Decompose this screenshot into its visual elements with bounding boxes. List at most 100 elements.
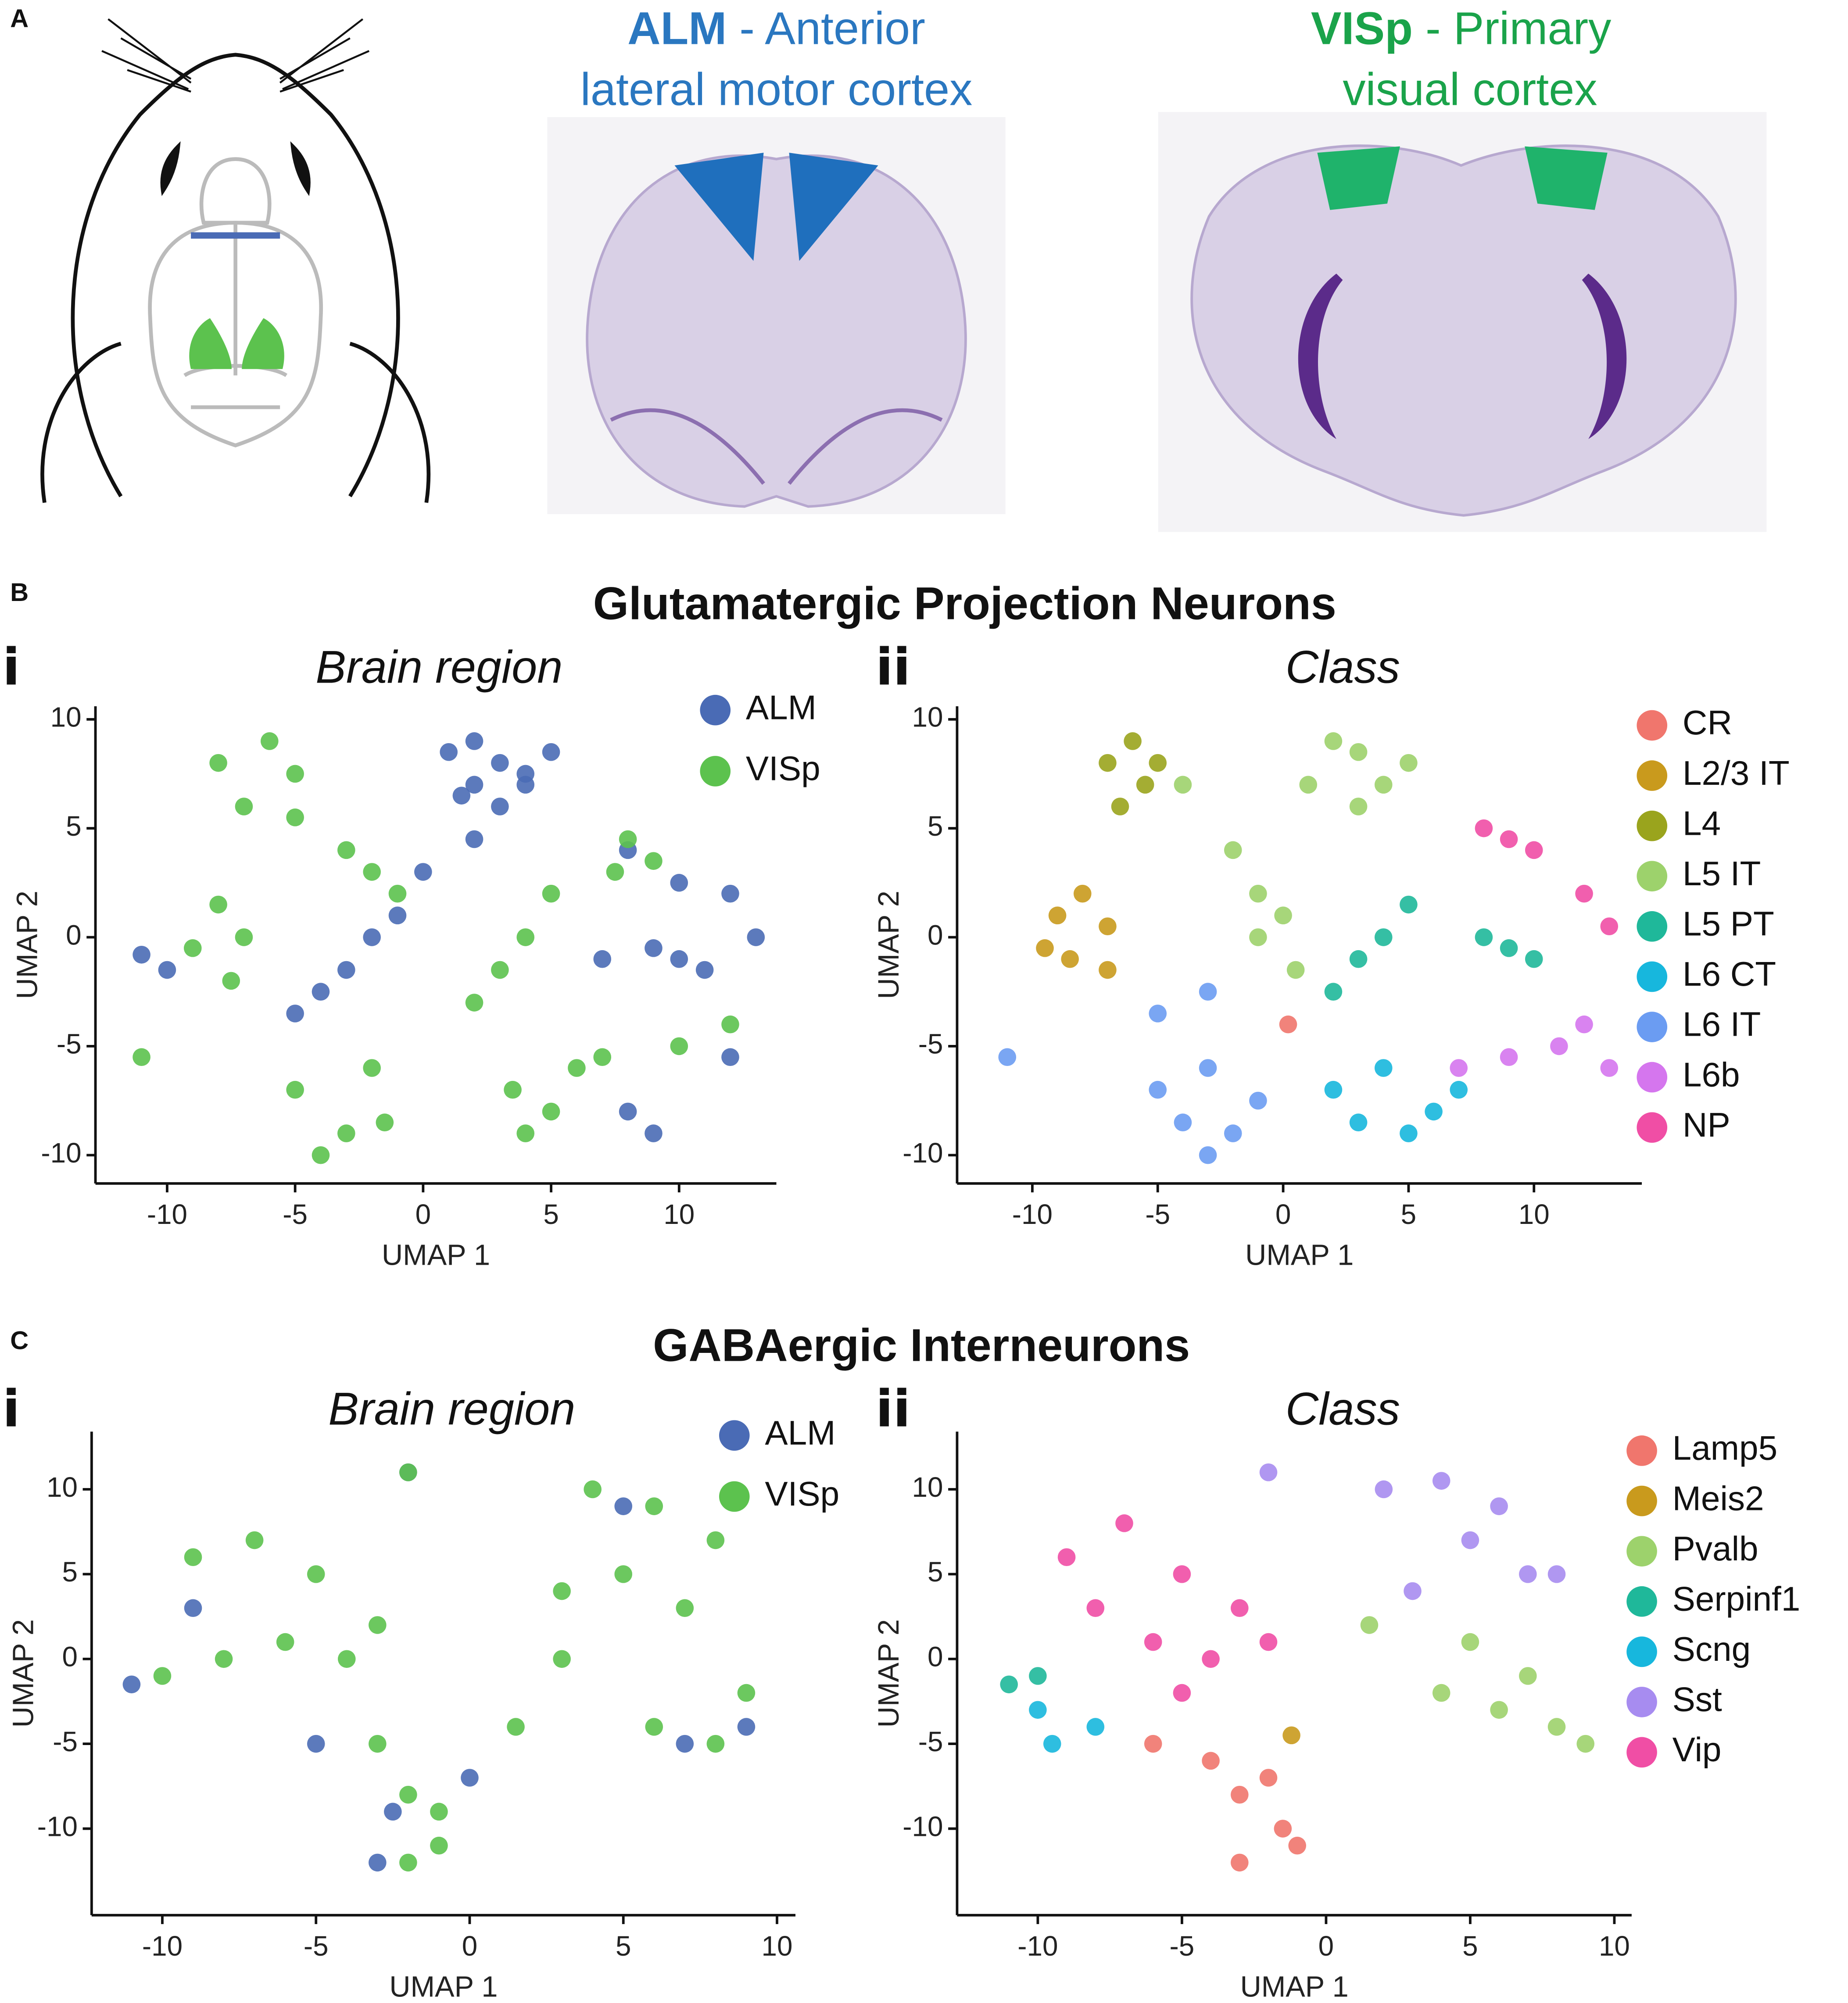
y-tick-label: 0 (928, 1641, 943, 1673)
point (695, 961, 714, 979)
x-tick-label: -10 (147, 1198, 187, 1230)
point (245, 1531, 264, 1549)
x-tick-label: -5 (283, 1198, 308, 1230)
point (414, 863, 432, 881)
y-tick-label: -5 (918, 1726, 943, 1757)
chart-title: Brain region (328, 1384, 575, 1435)
point (1288, 1836, 1307, 1855)
point (542, 1102, 560, 1121)
point (1043, 1735, 1061, 1753)
y-tick-label: 10 (47, 1471, 78, 1503)
point (1199, 1146, 1217, 1164)
point (286, 808, 304, 826)
legend-marker (1626, 1687, 1657, 1717)
visp-slice (1158, 112, 1767, 532)
legend-label: ALM (765, 1413, 835, 1452)
x-tick-label: 5 (1401, 1198, 1416, 1230)
y-tick-label: -10 (903, 1810, 943, 1842)
point (235, 798, 253, 816)
legend-label: Vip (1673, 1730, 1722, 1769)
point (312, 983, 330, 1001)
legend-label: Meis2 (1673, 1479, 1764, 1517)
legend-label: L5 PT (1683, 905, 1774, 943)
y-tick-label: 10 (50, 701, 82, 733)
point (363, 1059, 381, 1077)
point (1174, 1113, 1192, 1132)
x-tick-label: 10 (762, 1930, 793, 1962)
legend-marker (1626, 1536, 1657, 1567)
point (504, 1080, 522, 1099)
point (593, 1048, 612, 1066)
point (1259, 1463, 1278, 1481)
point (1149, 1080, 1167, 1099)
x-axis-label: UMAP 1 (389, 1971, 498, 2003)
point (307, 1565, 325, 1583)
point (1404, 1582, 1422, 1600)
point (1475, 928, 1493, 946)
y-axis-label: UMAP 2 (11, 891, 43, 999)
point (133, 945, 150, 964)
y-tick-label: -5 (57, 1028, 82, 1060)
point (312, 1146, 330, 1164)
point (645, 852, 663, 870)
point (1324, 732, 1343, 750)
subpanel-label: i (3, 638, 20, 697)
point (1299, 776, 1318, 794)
point (676, 1599, 694, 1617)
legend-marker (1637, 1112, 1668, 1143)
point (1173, 1565, 1191, 1583)
legend-marker (1626, 1586, 1657, 1617)
point (645, 1718, 663, 1736)
alm-abbrev: ALM (627, 3, 727, 54)
point (1279, 1015, 1297, 1034)
y-tick-label: -10 (41, 1137, 81, 1169)
point (1490, 1497, 1508, 1515)
chart-title: Class (1286, 641, 1400, 693)
point (1374, 776, 1393, 794)
point (1550, 1037, 1568, 1055)
legend-marker (1637, 861, 1668, 892)
point (1461, 1531, 1479, 1549)
visp-abbrev: VISp (1311, 3, 1413, 54)
point (1500, 1048, 1518, 1066)
point (553, 1650, 571, 1668)
y-tick-label: 0 (928, 919, 943, 951)
x-tick-label: 0 (1318, 1930, 1334, 1962)
point (276, 1633, 294, 1651)
visp-name: - Primary (1413, 3, 1611, 54)
legend-label: L6 CT (1683, 955, 1776, 993)
x-tick-label: 10 (1519, 1198, 1550, 1230)
point (1173, 1684, 1191, 1702)
panel-letter: B (10, 578, 29, 607)
point (491, 961, 509, 979)
point (1432, 1684, 1450, 1702)
legend-label: Pvalb (1673, 1529, 1758, 1568)
chart-title: Class (1286, 1384, 1400, 1435)
point (1282, 1726, 1300, 1745)
point (1450, 1059, 1468, 1077)
y-tick-label: 5 (62, 1556, 77, 1588)
legend-marker (1626, 1485, 1657, 1517)
point (1400, 895, 1418, 914)
x-tick-label: 10 (663, 1198, 695, 1230)
point (1274, 1820, 1292, 1838)
point (461, 1769, 479, 1787)
point (1375, 1480, 1393, 1499)
points (122, 1463, 756, 1872)
legend-label: Scng (1673, 1630, 1751, 1668)
legend-label: L2/3 IT (1683, 754, 1790, 792)
point (1600, 1059, 1619, 1077)
legend-label: L6b (1683, 1055, 1740, 1094)
point (369, 1616, 387, 1634)
point (1149, 1005, 1167, 1023)
alm-title: ALM - Anterior (627, 3, 925, 54)
point (614, 1565, 633, 1583)
point (737, 1684, 756, 1702)
x-tick-label: -5 (304, 1930, 329, 1962)
x-tick-label: -5 (1145, 1198, 1170, 1230)
point (1400, 754, 1418, 772)
point (1249, 884, 1267, 903)
point (1036, 939, 1054, 957)
point (1086, 1599, 1105, 1617)
point (440, 743, 458, 761)
